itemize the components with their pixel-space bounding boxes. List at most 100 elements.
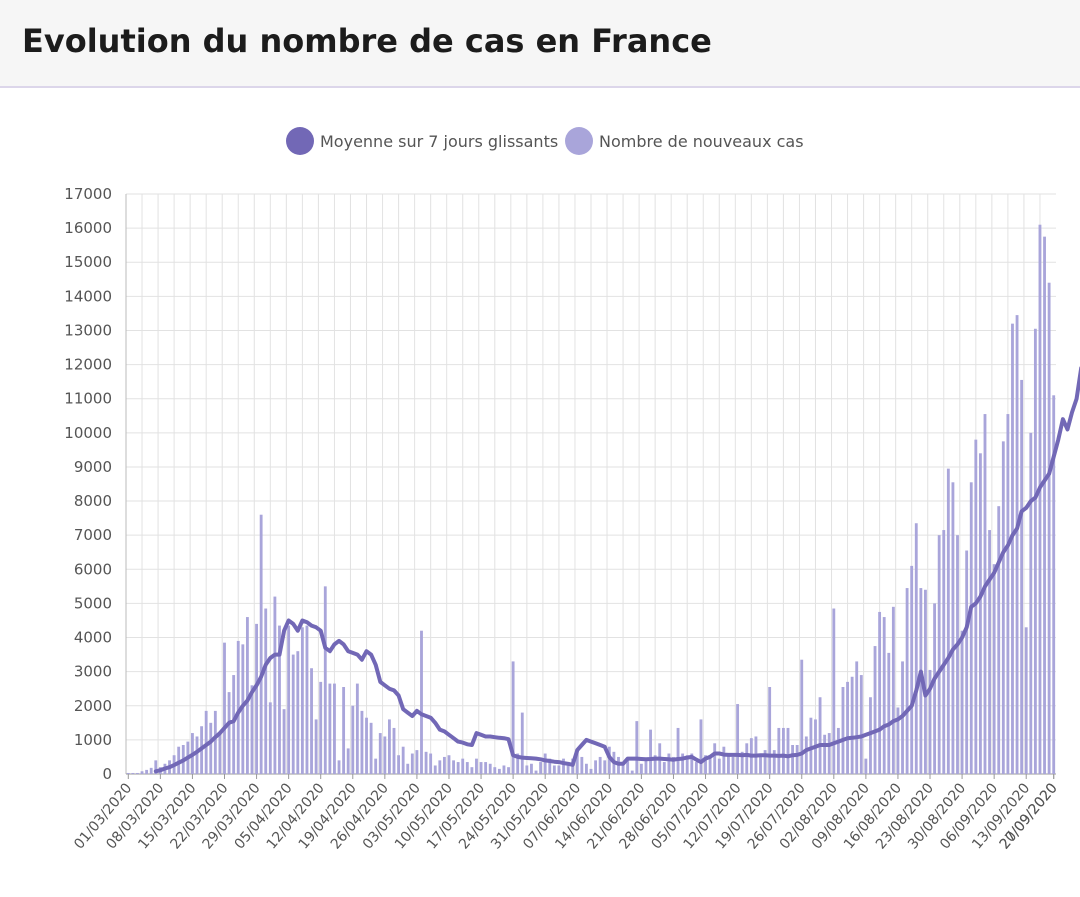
bar-new-cases — [965, 550, 969, 774]
bar-new-cases — [337, 760, 341, 774]
bar-new-cases — [694, 762, 698, 774]
bar-new-cases — [397, 755, 401, 774]
bar-new-cases — [552, 765, 556, 774]
bar-new-cases — [818, 697, 822, 774]
bar-new-cases — [621, 762, 625, 774]
bar-new-cases — [388, 719, 391, 774]
bar-new-cases — [456, 762, 460, 774]
bar-new-cases — [543, 753, 547, 774]
legend-dot-line-icon — [286, 127, 314, 155]
bar-new-cases — [461, 758, 465, 774]
y-tick-label: 4000 — [74, 629, 112, 647]
bar-new-cases — [745, 743, 749, 774]
bar-new-cases — [983, 414, 987, 774]
bar-new-cases — [891, 606, 895, 774]
y-tick-label: 6000 — [74, 560, 112, 578]
bar-new-cases — [644, 760, 648, 774]
bar-new-cases — [722, 746, 726, 774]
bar-new-cases — [727, 753, 730, 774]
bar-new-cases — [708, 755, 712, 774]
page-title: Evolution du nombre de cas en France — [22, 22, 712, 60]
bar-new-cases — [562, 758, 565, 774]
bar-new-cases — [781, 727, 785, 774]
bar-new-cases — [383, 736, 387, 774]
bar-new-cases — [584, 763, 588, 774]
bar-new-cases — [607, 746, 611, 774]
bar-new-cases — [250, 685, 254, 774]
y-tick-label: 5000 — [74, 594, 112, 612]
bar-new-cases — [566, 762, 570, 774]
bar-new-cases — [896, 707, 900, 774]
bar-new-cases — [365, 717, 368, 774]
bar-new-cases — [227, 692, 231, 774]
bar-new-cases — [992, 564, 996, 774]
bar-new-cases — [887, 652, 891, 774]
bar-new-cases — [369, 722, 373, 774]
bar-new-cases — [649, 729, 652, 774]
bar-new-cases — [946, 468, 950, 774]
bar-new-cases — [1029, 432, 1033, 774]
bar-new-cases — [924, 589, 927, 774]
bar-new-cases — [731, 756, 735, 774]
cases-chart: 0 1000 2000 3000 4000 5000 6000 7000 8000 9000 100… — [64, 185, 1080, 852]
bar-new-cases — [1047, 282, 1051, 774]
bar-new-cases — [978, 453, 982, 774]
bar-new-cases — [346, 748, 350, 774]
bar-new-cases — [131, 772, 135, 774]
bar-new-cases — [507, 767, 510, 774]
bar-new-cases — [319, 681, 323, 774]
y-tick-label: 7000 — [74, 526, 112, 544]
bar-new-cases — [310, 668, 313, 774]
bar-new-cases — [548, 758, 552, 774]
bar-new-cases — [681, 753, 685, 774]
bar-new-cases — [882, 617, 886, 774]
legend-item-new-cases[interactable]: Nombre de nouveaux cas — [565, 126, 804, 156]
bar-new-cases — [795, 745, 799, 774]
legend-dot-bar-icon — [565, 127, 593, 155]
bar-new-cases — [846, 681, 849, 774]
bar-new-cases — [497, 768, 501, 774]
bar-new-cases — [145, 769, 149, 774]
bar-new-cases — [1043, 236, 1046, 774]
bar-new-cases — [969, 482, 973, 774]
legend-label-average: Moyenne sur 7 jours glissants — [320, 131, 559, 151]
bar-new-cases — [516, 753, 520, 774]
bar-new-cases — [667, 753, 671, 774]
bar-new-cases — [204, 710, 208, 774]
bar-new-cases — [910, 565, 914, 774]
bar-new-cases — [351, 705, 355, 774]
bar-new-cases — [1024, 627, 1028, 774]
bar-new-cases — [823, 734, 827, 774]
bar-new-cases — [438, 760, 442, 774]
bar-new-cases — [1033, 328, 1037, 774]
bar-new-cases — [415, 750, 419, 774]
y-tick-label: 1000 — [74, 731, 112, 749]
bar-new-cases — [255, 623, 258, 774]
bar-new-cases — [1001, 441, 1005, 774]
bar-new-cases — [777, 727, 781, 774]
bar-new-cases — [470, 767, 474, 774]
bar-new-cases — [956, 535, 959, 774]
bar-new-cases — [662, 762, 666, 774]
bar-new-cases — [804, 736, 808, 774]
bar-new-cases — [149, 767, 153, 774]
bar-new-cases — [268, 702, 272, 774]
bar-new-cases — [424, 751, 428, 774]
legend-item-average[interactable]: Moyenne sur 7 jours glissants — [286, 126, 558, 156]
bar-new-cases — [488, 763, 492, 774]
bar-new-cases — [841, 687, 845, 774]
bar-new-cases — [791, 745, 794, 774]
bar-new-cases — [685, 755, 689, 774]
bar-new-cases — [630, 770, 634, 774]
y-tick-label: 16000 — [64, 219, 112, 237]
bar-new-cases — [717, 758, 721, 774]
bar-new-cases — [626, 760, 630, 774]
bar-new-cases — [960, 630, 964, 774]
bar-new-cases — [232, 675, 236, 774]
bar-new-cases — [594, 760, 598, 774]
bar-new-cases — [635, 721, 639, 774]
bar-new-cases — [177, 746, 181, 774]
bar-new-cases — [287, 625, 291, 774]
bar-new-cases — [447, 755, 451, 774]
bar-new-cases — [195, 736, 199, 774]
